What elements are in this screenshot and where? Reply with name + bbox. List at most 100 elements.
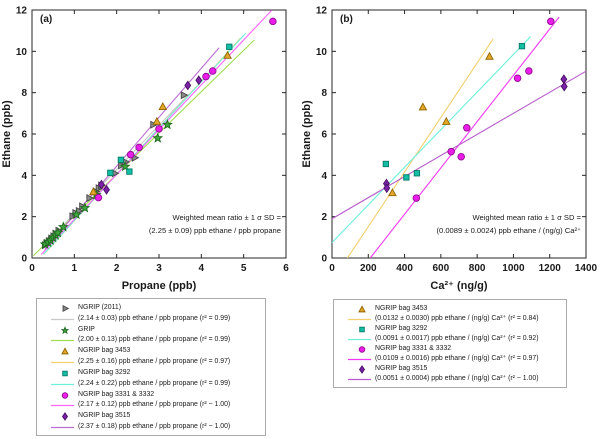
x-tick-label: 3 — [156, 263, 162, 274]
ngrip-bag-3515-point — [560, 81, 568, 92]
ngrip-bag-3331-3332-point — [94, 193, 103, 202]
ngrip-bag-3331-3332-point — [463, 124, 471, 132]
ngrip-bag-3331-3332-point — [525, 67, 533, 75]
x-tick-label: 5 — [241, 263, 247, 274]
triangle-up-icon — [61, 347, 69, 355]
triangle-up-icon — [358, 304, 366, 312]
legend-entry: NGRIP bag 3515 — [334, 365, 566, 375]
square-icon — [62, 370, 68, 377]
weighted-mean-annotation: (2.25 ± 0.09) ppb ethane / ppb propane — [149, 226, 281, 235]
ngrip-2011-point — [86, 194, 95, 203]
ngrip-bag-3515-point — [103, 184, 110, 195]
diamond-icon — [358, 365, 366, 375]
y-tick-label: 6 — [321, 130, 327, 141]
legend-entry: (0.0051 ± 0.0004) ppb ethane / (ng/g) Ca… — [334, 375, 566, 385]
fit-line-ngrip-bag-3292 — [331, 36, 532, 243]
legend-entry: (2.17 ± 0.12) ppb ethane / ppb propane (… — [37, 400, 265, 411]
y-tick-label: 0 — [21, 254, 27, 265]
x-tick-label: 0 — [29, 263, 35, 274]
ngrip-bag-3331-3332-point — [155, 125, 163, 133]
series-ngrip-bag-3331-3332 — [94, 17, 277, 202]
legend-entry: (2.14 ± 0.03) ppb ethane / ppb propane (… — [37, 314, 265, 325]
y-tick-label: 10 — [316, 47, 328, 58]
diamond-icon — [358, 365, 366, 375]
x-tick-label: 6 — [283, 263, 289, 274]
x-tick-label: 800 — [469, 263, 486, 274]
ngrip-bag-3331-3332-point — [547, 17, 555, 26]
legend-line-sample — [348, 379, 371, 381]
ngrip-bag-3331-3332-point — [269, 17, 277, 26]
panel-a: 0 1 2 3 4 5 6 0 2 4 6 8 10 12 (a) Weighted mean ratio ±… — [0, 0, 300, 296]
x-tick-label: 1400 — [575, 263, 598, 274]
x-tick-label: 4 — [199, 263, 205, 274]
x-tick-label: 1000 — [502, 263, 525, 274]
x-tick-label: 600 — [433, 263, 450, 274]
y-tick-label: 8 — [321, 88, 327, 99]
ngrip-bag-3292-point — [518, 43, 526, 50]
ngrip-bag-3515-point — [195, 75, 203, 86]
legend-entry: NGRIP bag 3331 & 3332 — [37, 390, 265, 401]
ngrip-bag-3453-point — [158, 101, 168, 110]
y-tick-label: 4 — [21, 171, 27, 182]
legend-entry: (2.25 ± 0.16) ppb ethane / ppb propane (… — [37, 357, 265, 368]
series-ngrip-bag-3292 — [107, 43, 233, 177]
weighted-mean-annotation: Weighted mean ratio ± 1 σ SD = — [472, 213, 581, 222]
circle-icon — [61, 391, 69, 399]
x-tick-label: 200 — [360, 263, 377, 274]
legend-label: (2.14 ± 0.03) ppb ethane / ppb propane (… — [78, 314, 231, 322]
triangle-right-icon — [62, 304, 70, 312]
x-tick-label: 1200 — [539, 263, 562, 274]
circle-icon — [61, 391, 69, 399]
ngrip-bag-3292-point — [382, 160, 390, 168]
x-axis-label: Propane (ppb) — [122, 280, 197, 292]
triangle-up-icon — [358, 304, 366, 312]
legend-label: (0.0051 ± 0.0004) ppb ethane / (ng/g) Ca… — [375, 375, 539, 383]
square-icon — [359, 326, 365, 333]
legend-b: NGRIP bag 3453 (0.0132 ± 0.0030) ppb etha… — [333, 299, 567, 388]
legend-entry: NGRIP bag 3453 — [334, 304, 566, 314]
legend-entry: NGRIP bag 3515 — [37, 411, 265, 422]
legend-entry: (0.0132 ± 0.0030) ppb ethane / (ng/g) Ca… — [334, 314, 566, 324]
series-ngrip-bag-3453 — [89, 50, 232, 196]
legend-line-sample — [51, 426, 74, 429]
y-tick-label: 4 — [321, 171, 327, 182]
ngrip-2011-point — [180, 91, 189, 100]
legend-entry: (2.00 ± 0.13) ppb ethane / ppb propane (… — [37, 335, 265, 346]
ngrip-bag-3331-3332-point — [135, 143, 143, 152]
legend-line-sample — [348, 338, 371, 341]
y-tick-label: 2 — [21, 212, 27, 223]
x-tick-label: 0 — [329, 263, 335, 274]
diamond-icon — [61, 412, 69, 422]
legend-label: NGRIP bag 3453 — [375, 304, 428, 312]
legend-label: NGRIP bag 3331 & 3332 — [375, 345, 452, 353]
ngrip-bag-3331-3332-point — [202, 72, 210, 81]
ngrip-bag-3292-point — [107, 169, 114, 177]
legend-line-sample — [51, 361, 74, 364]
legend-label: NGRIP bag 3453 — [78, 347, 131, 355]
legend-entry: NGRIP bag 3453 — [37, 346, 265, 357]
y-tick-label: 2 — [321, 212, 327, 223]
series-ngrip-bag-3453 — [388, 51, 494, 197]
grip-point — [71, 208, 82, 220]
x-tick-label: 2 — [114, 263, 120, 274]
series-ngrip-bag-3331-3332 — [412, 17, 555, 202]
legend-entry: NGRIP bag 3331 & 3332 — [334, 345, 566, 355]
legend-entry: (2.37 ± 0.18) ppb ethane / ppb propane (… — [37, 422, 265, 433]
diamond-icon — [61, 412, 69, 422]
ngrip-bag-3331-3332-point — [457, 152, 465, 161]
legend-label: (2.00 ± 0.13) ppb ethane / ppb propane (… — [78, 336, 231, 344]
y-tick-label: 12 — [316, 6, 328, 17]
legend-a: NGRIP (2011) (2.14 ± 0.03) ppb ethane / p… — [36, 298, 266, 436]
legend-label: NGRIP bag 3515 — [375, 365, 428, 373]
legend-entry: NGRIP (2011) — [37, 303, 265, 314]
square-icon — [62, 370, 68, 377]
ngrip-bag-3292-point — [413, 170, 421, 177]
x-axis-label: Ca²⁺ (ng/g) — [430, 280, 487, 292]
y-tick-label: 0 — [321, 254, 327, 265]
legend-label: (0.0109 ± 0.0016) ppb ethane / (ng/g) Ca… — [375, 355, 539, 363]
legend-line-sample — [51, 318, 74, 320]
ngrip-bag-3292-point — [226, 43, 233, 50]
legend-label: (0.0091 ± 0.0017) ppb ethane / (ng/g) Ca… — [375, 334, 539, 342]
y-axis-label: Ethane (ppb) — [301, 100, 313, 168]
